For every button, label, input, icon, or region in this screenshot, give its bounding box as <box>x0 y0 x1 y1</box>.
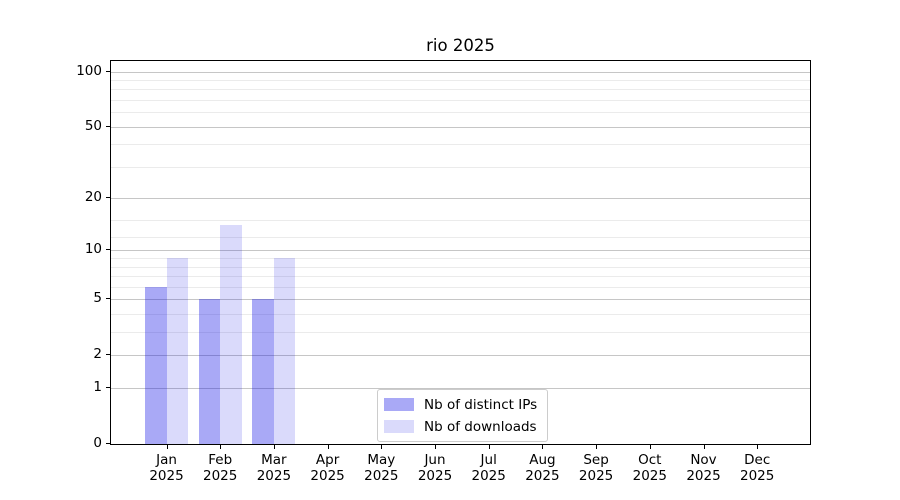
minor-gridline <box>111 266 810 268</box>
x-axis-label-jun: Jun 2025 <box>417 452 453 484</box>
legend-label-downloads: Nb of downloads <box>424 418 537 435</box>
minor-gridline <box>111 144 810 146</box>
legend-item-downloads: Nb of downloads <box>384 417 537 436</box>
y-axis-label-10: 10 <box>84 241 102 258</box>
x-tick-mark <box>273 445 275 449</box>
y-axis-label-20: 20 <box>84 189 102 206</box>
x-tick-mark <box>757 445 759 449</box>
x-axis-label-may: May 2025 <box>364 452 399 484</box>
major-gridline <box>111 355 810 357</box>
x-axis-label-mar: Mar 2025 <box>256 452 292 484</box>
bar-distinct-ips-feb <box>198 299 221 444</box>
major-gridline <box>111 198 810 200</box>
legend-label-distinct-ips: Nb of distinct IPs <box>424 396 538 413</box>
x-tick-mark <box>220 445 222 449</box>
legend-swatch-distinct-ips <box>384 398 414 411</box>
x-axis-label-jul: Jul 2025 <box>471 452 506 484</box>
bar-downloads-mar <box>273 258 296 444</box>
y-axis-label-1: 1 <box>93 379 102 396</box>
bar-distinct-ips-mar <box>252 299 274 444</box>
major-gridline <box>111 126 810 128</box>
minor-gridline <box>111 166 810 168</box>
legend-swatch-downloads <box>384 420 414 433</box>
legend: Nb of distinct IPs Nb of downloads <box>377 389 549 442</box>
x-tick-mark <box>327 445 329 449</box>
minor-gridline <box>111 99 810 101</box>
y-axis-label-50: 50 <box>84 117 102 134</box>
y-axis-label-2: 2 <box>93 346 102 363</box>
x-axis-label-jan: Jan 2025 <box>149 452 184 484</box>
x-tick-mark <box>166 445 168 449</box>
x-tick-mark <box>596 445 598 449</box>
minor-gridline <box>111 314 810 316</box>
x-tick-mark <box>542 445 544 449</box>
minor-gridline <box>111 332 810 334</box>
x-axis-label-dec: Dec 2025 <box>740 452 775 484</box>
x-axis-label-aug: Aug 2025 <box>525 452 560 484</box>
bar-distinct-ips-jan <box>145 286 167 444</box>
x-axis-label-apr: Apr 2025 <box>310 452 345 484</box>
y-tick-mark <box>106 197 110 199</box>
minor-gridline <box>111 79 810 81</box>
minor-gridline <box>111 89 810 91</box>
minor-gridline <box>111 286 810 288</box>
x-tick-mark <box>488 445 490 449</box>
x-axis-label-nov: Nov 2025 <box>686 452 721 484</box>
x-axis-label-feb: Feb 2025 <box>203 452 238 484</box>
y-axis-label-0: 0 <box>93 435 102 451</box>
y-tick-mark <box>106 70 110 72</box>
minor-gridline <box>111 276 810 278</box>
bar-downloads-feb <box>220 225 242 444</box>
x-tick-mark <box>381 445 383 449</box>
major-gridline <box>111 299 810 301</box>
plot-area <box>110 60 811 445</box>
major-gridline <box>111 71 810 73</box>
y-tick-mark <box>106 249 110 251</box>
x-axis-label-oct: Oct 2025 <box>632 452 667 484</box>
major-gridline <box>111 250 810 252</box>
major-gridline <box>111 388 810 390</box>
x-tick-mark <box>435 445 436 449</box>
y-axis-label-5: 5 <box>93 290 102 307</box>
chart-title: rio 2025 <box>426 36 495 55</box>
y-tick-mark <box>106 387 110 389</box>
minor-gridline <box>111 258 810 260</box>
x-tick-mark <box>649 445 651 449</box>
y-axis-label-100: 100 <box>76 62 102 79</box>
x-tick-mark <box>703 445 705 449</box>
y-tick-mark <box>106 443 110 444</box>
bar-downloads-jan <box>166 258 188 444</box>
y-tick-mark <box>106 298 110 300</box>
minor-gridline <box>111 112 810 114</box>
minor-gridline <box>111 220 810 222</box>
y-tick-mark <box>106 125 110 127</box>
x-axis-label-sep: Sep 2025 <box>578 452 614 484</box>
legend-item-distinct-ips: Nb of distinct IPs <box>384 395 537 414</box>
y-tick-mark <box>106 354 110 356</box>
minor-gridline <box>111 237 810 238</box>
